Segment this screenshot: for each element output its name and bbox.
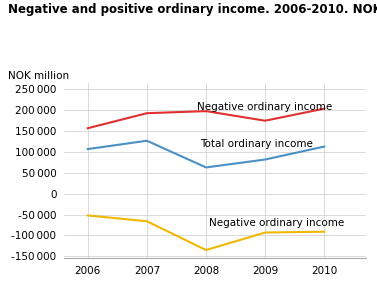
Text: Total ordinary income: Total ordinary income (200, 139, 313, 148)
Text: NOK million: NOK million (8, 71, 69, 81)
Text: Negative ordinary income: Negative ordinary income (209, 218, 344, 228)
Text: Negative ordinary income: Negative ordinary income (197, 102, 333, 112)
Text: Negative and positive ordinary income. 2006-2010. NOK million: Negative and positive ordinary income. 2… (8, 3, 377, 16)
